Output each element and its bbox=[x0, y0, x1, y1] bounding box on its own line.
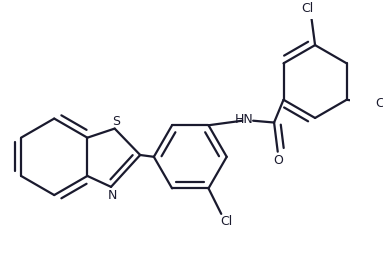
Text: O: O bbox=[274, 154, 283, 167]
Text: Cl: Cl bbox=[375, 97, 383, 110]
Text: Cl: Cl bbox=[302, 2, 314, 15]
Text: N: N bbox=[107, 190, 117, 203]
Text: HN: HN bbox=[235, 113, 254, 126]
Text: Cl: Cl bbox=[221, 215, 233, 228]
Text: S: S bbox=[113, 115, 121, 128]
